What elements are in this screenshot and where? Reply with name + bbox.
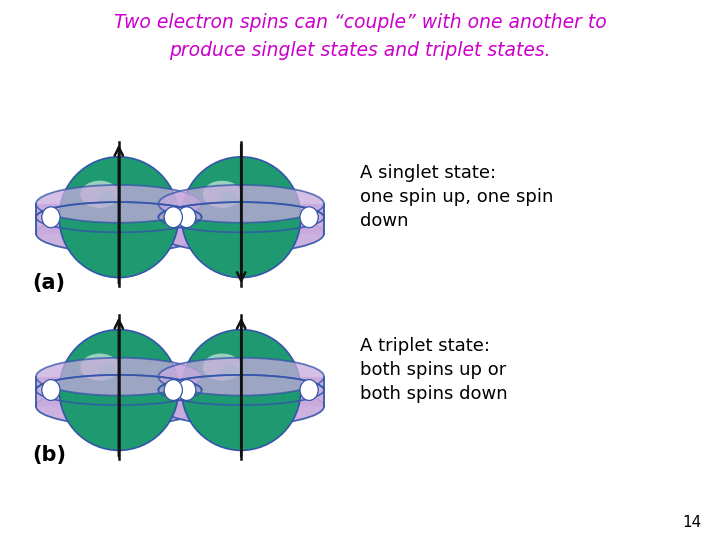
- Polygon shape: [65, 406, 90, 429]
- Polygon shape: [36, 377, 202, 406]
- Ellipse shape: [36, 388, 202, 426]
- Polygon shape: [270, 406, 295, 429]
- Ellipse shape: [42, 207, 60, 227]
- Ellipse shape: [203, 354, 241, 381]
- Polygon shape: [158, 377, 324, 406]
- Ellipse shape: [36, 185, 202, 222]
- Ellipse shape: [158, 388, 324, 426]
- Ellipse shape: [181, 329, 301, 450]
- Ellipse shape: [300, 207, 318, 227]
- Polygon shape: [36, 204, 202, 233]
- Ellipse shape: [98, 364, 116, 380]
- Ellipse shape: [164, 207, 182, 227]
- Ellipse shape: [300, 380, 318, 401]
- Polygon shape: [187, 233, 212, 256]
- Ellipse shape: [81, 181, 119, 208]
- Ellipse shape: [158, 357, 324, 395]
- Ellipse shape: [178, 380, 196, 401]
- Polygon shape: [148, 233, 173, 256]
- Ellipse shape: [220, 192, 238, 207]
- Text: A triplet state:
both spins up or
both spins down: A triplet state: both spins up or both s…: [360, 336, 508, 403]
- Ellipse shape: [59, 157, 179, 278]
- Ellipse shape: [164, 380, 182, 401]
- Polygon shape: [270, 233, 295, 256]
- Ellipse shape: [36, 357, 202, 395]
- Ellipse shape: [203, 181, 241, 208]
- Ellipse shape: [59, 329, 179, 450]
- Text: (b): (b): [32, 446, 66, 465]
- Ellipse shape: [220, 364, 238, 380]
- Polygon shape: [65, 233, 90, 256]
- Text: A singlet state:
one spin up, one spin
down: A singlet state: one spin up, one spin d…: [360, 164, 554, 231]
- Ellipse shape: [36, 215, 202, 252]
- Polygon shape: [187, 406, 212, 429]
- Text: produce singlet states and triplet states.: produce singlet states and triplet state…: [169, 40, 551, 59]
- Text: Two electron spins can “couple” with one another to: Two electron spins can “couple” with one…: [114, 14, 606, 32]
- Ellipse shape: [158, 185, 324, 222]
- Ellipse shape: [178, 207, 196, 227]
- Text: 14: 14: [683, 515, 702, 530]
- Ellipse shape: [42, 380, 60, 401]
- Ellipse shape: [158, 215, 324, 252]
- Ellipse shape: [81, 354, 119, 381]
- Polygon shape: [158, 204, 324, 233]
- Ellipse shape: [98, 192, 116, 207]
- Ellipse shape: [181, 157, 301, 278]
- Text: (a): (a): [32, 273, 66, 293]
- Polygon shape: [148, 406, 173, 429]
